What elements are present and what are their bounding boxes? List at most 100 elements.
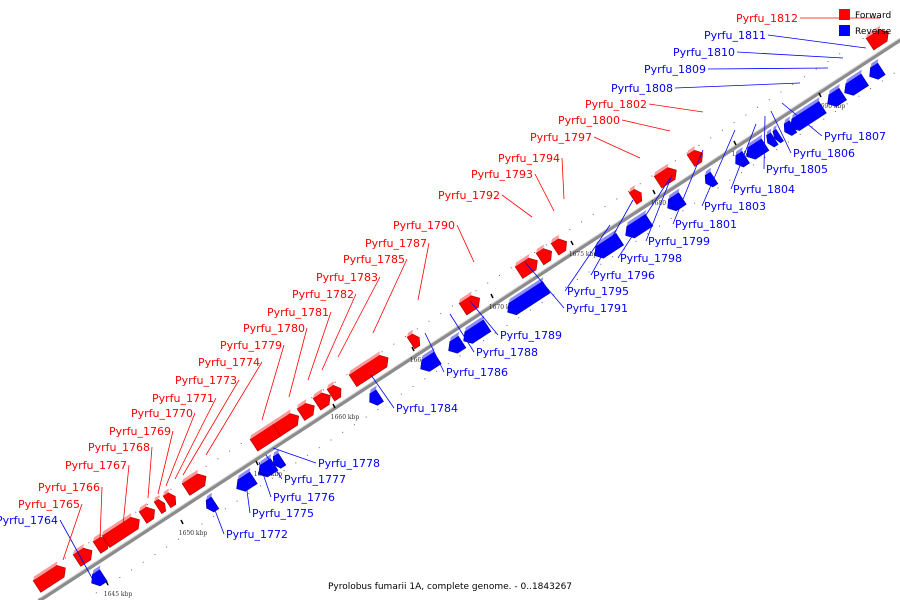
gene-label[interactable]: Pyrfu_1785 — [343, 253, 405, 266]
gene-arrow[interactable] — [594, 229, 625, 259]
gene-label[interactable]: Pyrfu_1809 — [644, 63, 706, 76]
gene-arrow[interactable] — [550, 234, 567, 256]
gene-arrow[interactable] — [138, 502, 155, 524]
minor-tick — [170, 488, 172, 490]
gene-arrow[interactable] — [686, 146, 703, 167]
gene-arrow[interactable] — [827, 83, 847, 107]
gene-arrow[interactable] — [205, 492, 220, 513]
gene-arrow[interactable] — [236, 467, 258, 492]
gene-label[interactable]: Pyrfu_1773 — [175, 374, 237, 387]
gene-label[interactable]: Pyrfu_1808 — [611, 82, 673, 95]
gene-label[interactable]: Pyrfu_1796 — [593, 269, 655, 282]
gene-arrow[interactable] — [766, 128, 779, 148]
gene-arrow[interactable] — [865, 25, 889, 51]
gene-arrow[interactable] — [535, 244, 552, 266]
gene-arrow[interactable] — [869, 58, 886, 80]
gene-arrow[interactable] — [32, 561, 66, 593]
gene-label[interactable]: Pyrfu_1781 — [267, 306, 329, 319]
gene-arrow[interactable] — [162, 488, 177, 509]
gene-label[interactable]: Pyrfu_1771 — [152, 392, 214, 405]
gene-label[interactable]: Pyrfu_1768 — [88, 441, 150, 454]
gene-arrow[interactable] — [181, 469, 207, 496]
gene-arrow[interactable] — [790, 97, 827, 131]
gene-label[interactable]: Pyrfu_1805 — [766, 163, 828, 176]
gene-label[interactable]: Pyrfu_1783 — [316, 271, 378, 284]
gene-arrow[interactable] — [312, 388, 331, 411]
gene-label[interactable]: Pyrfu_1794 — [498, 152, 560, 165]
gene-label[interactable]: Pyrfu_1787 — [365, 237, 427, 250]
gene-label[interactable]: Pyrfu_1801 — [675, 218, 737, 231]
gene-arrow[interactable] — [272, 449, 287, 469]
gene-arrow[interactable] — [369, 385, 384, 406]
gene-arrow[interactable] — [72, 543, 93, 567]
gene-label[interactable]: Pyrfu_1795 — [567, 285, 629, 298]
gene-label[interactable]: Pyrfu_1775 — [252, 507, 314, 520]
gene-label[interactable]: Pyrfu_1788 — [476, 346, 538, 359]
minor-tick — [881, 80, 883, 82]
gene-label[interactable]: Pyrfu_1799 — [648, 235, 710, 248]
gene-label[interactable]: Pyrfu_1778 — [318, 457, 380, 470]
gene-label[interactable]: Pyrfu_1804 — [733, 183, 795, 196]
gene-arrow[interactable] — [420, 347, 442, 372]
major-tick — [490, 293, 494, 299]
gene-label[interactable]: Pyrfu_1806 — [793, 147, 855, 160]
gene-label[interactable]: Pyrfu_1810 — [673, 46, 735, 59]
gene-label[interactable]: Pyrfu_1782 — [292, 288, 354, 301]
gene-arrow[interactable] — [101, 513, 140, 548]
gene-arrow[interactable] — [448, 331, 467, 354]
gene-arrow[interactable] — [348, 351, 389, 388]
gene-label[interactable]: Pyrfu_1802 — [585, 98, 647, 111]
legend-reverse-swatch — [839, 25, 850, 36]
gene-arrow[interactable] — [653, 163, 677, 189]
gene-arrow[interactable] — [296, 399, 315, 421]
gene-arrow[interactable] — [91, 565, 108, 587]
minor-tick — [616, 198, 618, 200]
gene-label[interactable]: Pyrfu_1769 — [109, 425, 171, 438]
gene-arrow[interactable] — [463, 315, 492, 344]
gene-label[interactable]: Pyrfu_1767 — [65, 459, 127, 472]
gene-label[interactable]: Pyrfu_1811 — [704, 29, 766, 42]
gene-arrow[interactable] — [406, 329, 421, 350]
gene-arrow[interactable] — [844, 69, 869, 96]
minor-tick — [858, 95, 860, 97]
gene-label[interactable]: Pyrfu_1807 — [824, 130, 886, 143]
gene-label[interactable]: Pyrfu_1791 — [566, 302, 628, 315]
minor-tick — [64, 557, 66, 559]
gene-label[interactable]: Pyrfu_1803 — [704, 200, 766, 213]
gene-arrow[interactable] — [272, 409, 300, 437]
kbp-label: 1645 kbp — [104, 591, 133, 598]
gene-label[interactable]: Pyrfu_1798 — [620, 252, 682, 265]
gene-label[interactable]: Pyrfu_1777 — [284, 473, 346, 486]
gene-label[interactable]: Pyrfu_1772 — [226, 528, 288, 541]
gene-label[interactable]: Pyrfu_1770 — [131, 407, 193, 420]
gene-label[interactable]: Pyrfu_1774 — [198, 356, 260, 369]
gene-arrow[interactable] — [670, 188, 687, 210]
gene-label[interactable]: Pyrfu_1789 — [500, 329, 562, 342]
gene-arrow[interactable] — [458, 291, 480, 316]
gene-arrow[interactable] — [153, 495, 167, 514]
gene-label[interactable]: Pyrfu_1764 — [0, 514, 58, 527]
gene-label[interactable]: Pyrfu_1792 — [438, 189, 500, 202]
gene-label[interactable]: Pyrfu_1793 — [471, 168, 533, 181]
gene-label[interactable]: Pyrfu_1779 — [220, 339, 282, 352]
gene-label[interactable]: Pyrfu_1800 — [558, 114, 620, 127]
gene-arrow[interactable] — [326, 381, 342, 402]
gene-arrow[interactable] — [628, 185, 643, 205]
gene-arrow[interactable] — [625, 210, 654, 239]
gene-label[interactable]: Pyrfu_1786 — [446, 366, 508, 379]
gene-label[interactable]: Pyrfu_1765 — [18, 498, 80, 511]
gene-label[interactable]: Pyrfu_1812 — [736, 12, 798, 25]
gene-label[interactable]: Pyrfu_1780 — [243, 322, 305, 335]
gene-label[interactable]: Pyrfu_1766 — [38, 481, 100, 494]
gene-label[interactable]: Pyrfu_1784 — [396, 402, 458, 415]
minor-tick — [741, 172, 743, 174]
gene-label[interactable]: Pyrfu_1797 — [530, 131, 592, 144]
minor-tick — [651, 175, 653, 177]
minor-tick — [436, 370, 438, 372]
gene-arrow[interactable] — [514, 253, 538, 279]
gene-label[interactable]: Pyrfu_1790 — [393, 219, 455, 232]
major-tick — [818, 92, 822, 98]
gene-arrow[interactable] — [746, 134, 770, 160]
gene-label[interactable]: Pyrfu_1776 — [273, 491, 335, 504]
gene-arrow[interactable] — [772, 125, 784, 144]
